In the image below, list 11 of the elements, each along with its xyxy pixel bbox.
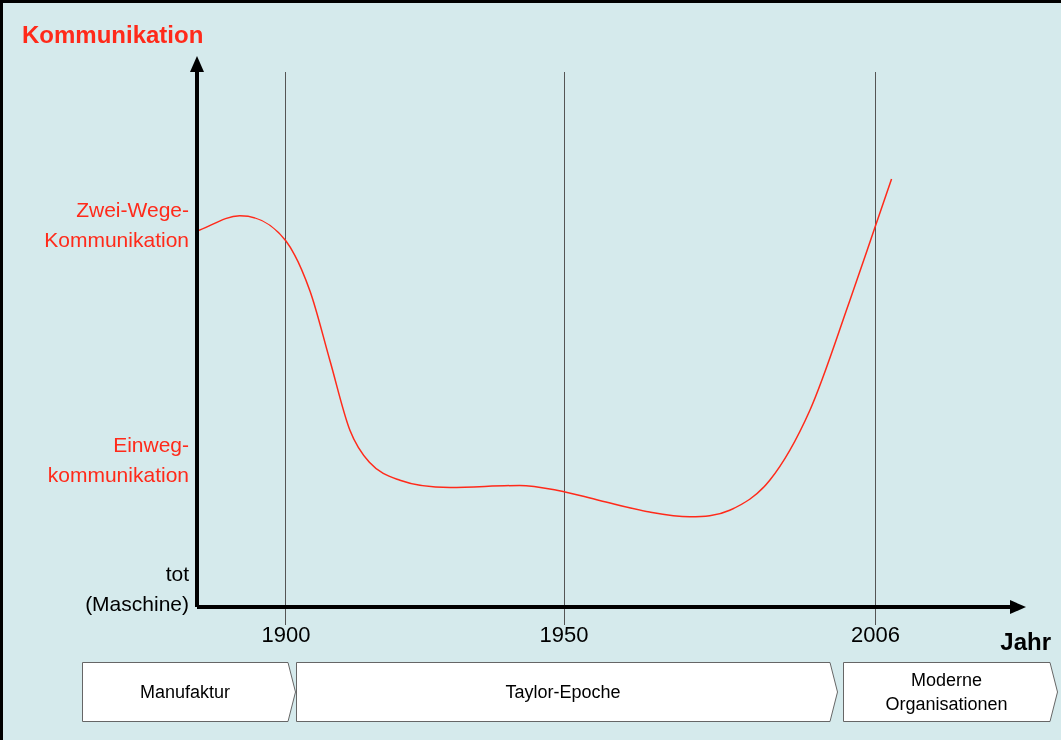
text: Kommunikation <box>22 20 204 48</box>
text: Einweg- kommunikation <box>47 433 189 487</box>
x-tick-label: 2006 <box>850 622 900 648</box>
text: Manufaktur <box>138 681 231 704</box>
x-tick-label: 1900 <box>261 622 311 648</box>
x-tick-label: 1950 <box>539 622 589 648</box>
text: Moderne Organisationen <box>884 669 1009 716</box>
text: tot (Maschine) <box>85 561 190 615</box>
text: Zwei-Wege- Kommunikation <box>44 197 189 251</box>
text: Taylor-Epoche <box>504 681 622 704</box>
x-axis-title: Jahr <box>1000 627 1051 655</box>
